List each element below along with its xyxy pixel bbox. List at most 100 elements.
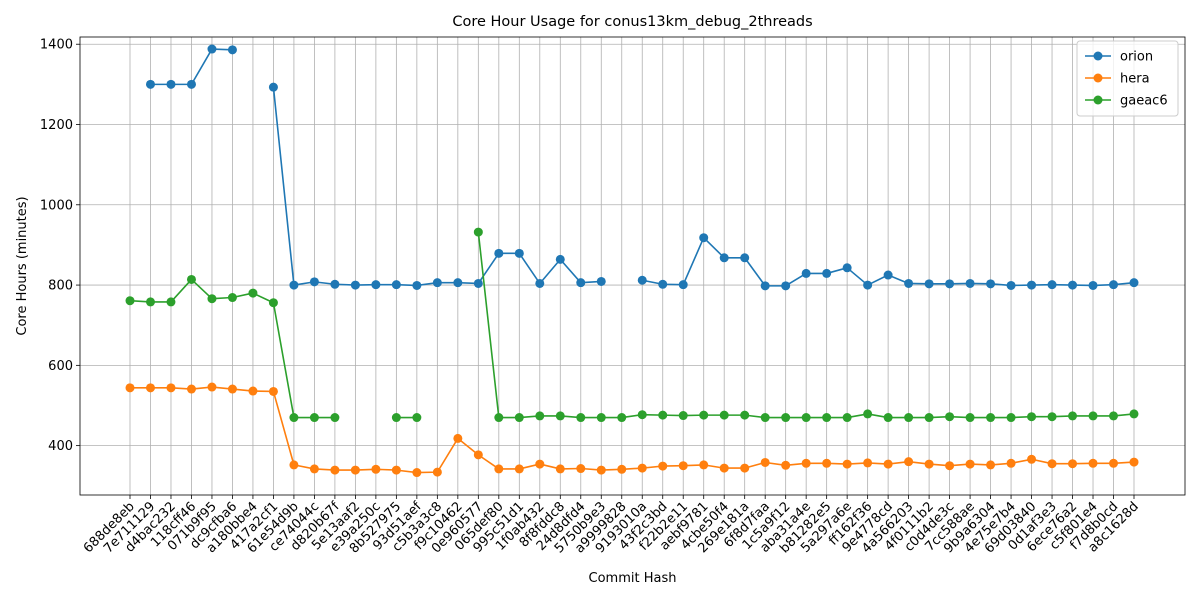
- data-point-hera: [1047, 459, 1057, 469]
- data-point-gaeac6: [801, 413, 811, 423]
- data-point-orion: [965, 278, 975, 288]
- data-point-gaeac6: [555, 411, 565, 421]
- data-point-orion: [658, 279, 668, 289]
- data-point-orion: [166, 79, 176, 89]
- data-point-gaeac6: [678, 411, 688, 421]
- x-axis-ticks: 688de8eb7e711129d4bac232118cff46071b9f95…: [81, 495, 1142, 557]
- data-point-gaeac6: [330, 413, 340, 423]
- data-point-orion: [145, 79, 155, 89]
- data-point-gaeac6: [1109, 411, 1119, 421]
- data-point-orion: [596, 276, 606, 286]
- data-point-orion: [330, 279, 340, 289]
- data-point-orion: [1006, 280, 1016, 290]
- data-point-hera: [883, 459, 893, 469]
- data-point-gaeac6: [1068, 411, 1078, 421]
- data-point-hera: [535, 459, 545, 469]
- data-point-gaeac6: [125, 296, 135, 306]
- data-point-orion: [1027, 280, 1037, 290]
- data-point-orion: [883, 270, 893, 280]
- legend-marker-hera: [1093, 73, 1103, 83]
- data-point-hera: [125, 383, 135, 393]
- series-gaeac6: [125, 227, 1139, 423]
- data-point-orion: [391, 280, 401, 290]
- data-point-hera: [350, 465, 360, 475]
- data-point-orion: [719, 253, 729, 263]
- y-tick-label: 800: [48, 279, 73, 294]
- data-point-gaeac6: [842, 413, 852, 423]
- legend-label-gaeac6: gaeac6: [1120, 94, 1168, 109]
- data-point-orion: [637, 275, 647, 285]
- data-point-hera: [1068, 459, 1078, 469]
- data-point-hera: [166, 383, 176, 393]
- data-point-hera: [145, 383, 155, 393]
- data-point-orion: [740, 253, 750, 263]
- data-point-hera: [617, 464, 627, 474]
- data-point-gaeac6: [576, 413, 586, 423]
- y-tick-label: 1400: [40, 38, 73, 53]
- data-point-gaeac6: [719, 410, 729, 420]
- data-point-orion: [1088, 280, 1098, 290]
- data-point-hera: [371, 464, 381, 474]
- y-axis-label: Core Hours (minutes): [15, 196, 30, 335]
- data-point-orion: [576, 278, 586, 288]
- legend-marker-orion: [1093, 51, 1103, 61]
- data-point-gaeac6: [309, 413, 319, 423]
- data-point-orion: [289, 280, 299, 290]
- data-point-hera: [801, 458, 811, 468]
- data-point-hera: [719, 463, 729, 473]
- data-point-gaeac6: [658, 410, 668, 420]
- data-point-gaeac6: [166, 297, 176, 307]
- data-point-orion: [842, 263, 852, 273]
- data-point-hera: [186, 384, 196, 394]
- data-point-gaeac6: [1047, 412, 1057, 422]
- data-point-orion: [350, 280, 360, 290]
- data-point-orion: [781, 281, 791, 291]
- data-point-gaeac6: [781, 413, 791, 423]
- data-point-hera: [699, 460, 709, 470]
- y-tick-label: 400: [48, 439, 73, 454]
- data-point-orion: [371, 280, 381, 290]
- series-hera: [125, 382, 1139, 478]
- data-point-hera: [924, 459, 934, 469]
- data-point-gaeac6: [227, 293, 237, 303]
- x-axis-label: Commit Hash: [589, 571, 677, 586]
- data-point-orion: [535, 278, 545, 288]
- data-point-hera: [822, 458, 832, 468]
- data-point-hera: [1006, 458, 1016, 468]
- data-point-hera: [863, 458, 873, 468]
- data-point-gaeac6: [207, 294, 217, 304]
- data-point-orion: [924, 279, 934, 289]
- data-point-hera: [945, 461, 955, 471]
- data-point-gaeac6: [145, 297, 155, 307]
- data-point-gaeac6: [617, 413, 627, 423]
- series-orion: [145, 44, 1139, 291]
- data-point-orion: [453, 278, 463, 288]
- data-point-orion: [207, 44, 217, 54]
- data-point-gaeac6: [494, 413, 504, 423]
- data-point-hera: [473, 450, 483, 460]
- data-point-hera: [658, 461, 668, 471]
- data-point-hera: [494, 464, 504, 474]
- data-point-hera: [965, 459, 975, 469]
- legend-label-orion: orion: [1120, 50, 1153, 65]
- data-point-hera: [391, 465, 401, 475]
- data-point-orion: [801, 268, 811, 278]
- data-point-gaeac6: [986, 413, 996, 423]
- data-point-gaeac6: [904, 413, 914, 423]
- data-point-gaeac6: [1088, 411, 1098, 421]
- data-point-gaeac6: [699, 410, 709, 420]
- y-tick-label: 1000: [40, 198, 73, 213]
- data-point-hera: [248, 386, 258, 396]
- data-point-orion: [514, 248, 524, 258]
- data-point-hera: [760, 457, 770, 467]
- data-point-orion: [432, 278, 442, 288]
- data-point-gaeac6: [289, 413, 299, 423]
- data-point-orion: [986, 279, 996, 289]
- data-point-orion: [1129, 278, 1139, 288]
- data-point-hera: [514, 464, 524, 474]
- data-point-orion: [473, 278, 483, 288]
- data-point-hera: [678, 461, 688, 471]
- data-point-hera: [740, 463, 750, 473]
- data-point-hera: [227, 384, 237, 394]
- data-point-hera: [1088, 458, 1098, 468]
